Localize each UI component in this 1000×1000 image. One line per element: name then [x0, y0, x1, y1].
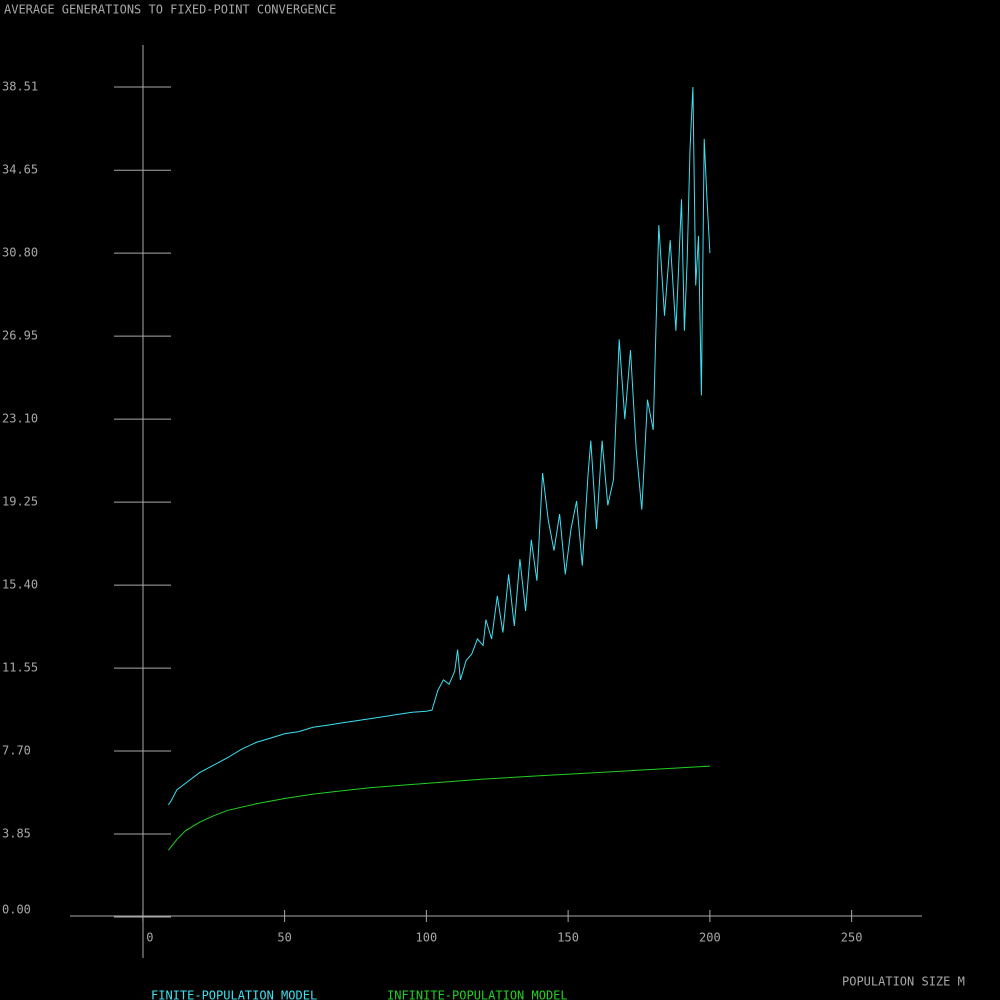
series-line — [167, 86, 711, 806]
x-tick-label: 100 — [416, 931, 438, 945]
x-tick-label: 200 — [699, 931, 721, 945]
y-tick-label: 23.10 — [2, 412, 38, 426]
y-tick-label: 34.65 — [2, 163, 38, 177]
y-tick-label: 7.70 — [2, 744, 31, 758]
y-tick-label: 19.25 — [2, 495, 38, 509]
x-tick-label: 50 — [277, 931, 291, 945]
y-tick-label: 15.40 — [2, 578, 38, 592]
x-tick-label: 150 — [557, 931, 579, 945]
x-tick-label: 250 — [841, 931, 863, 945]
y-tick-label: 38.51 — [2, 80, 38, 94]
y-tick-label: 3.85 — [2, 827, 31, 841]
x-tick-label: 0 — [146, 931, 153, 945]
legend-label: INFINITE-POPULATION MODEL — [387, 989, 568, 1000]
y-tick-label: 30.80 — [2, 246, 38, 260]
y-tick-label: 26.95 — [2, 329, 38, 343]
chart-title: AVERAGE GENERATIONS TO FIXED-POINT CONVE… — [4, 3, 336, 17]
series-line — [168, 765, 710, 851]
y-tick-label: 0.00 — [2, 903, 31, 917]
y-tick-label: 11.55 — [2, 661, 38, 675]
legend-label: FINITE-POPULATION MODEL — [151, 989, 317, 1000]
x-axis-label: POPULATION SIZE M — [842, 975, 965, 989]
